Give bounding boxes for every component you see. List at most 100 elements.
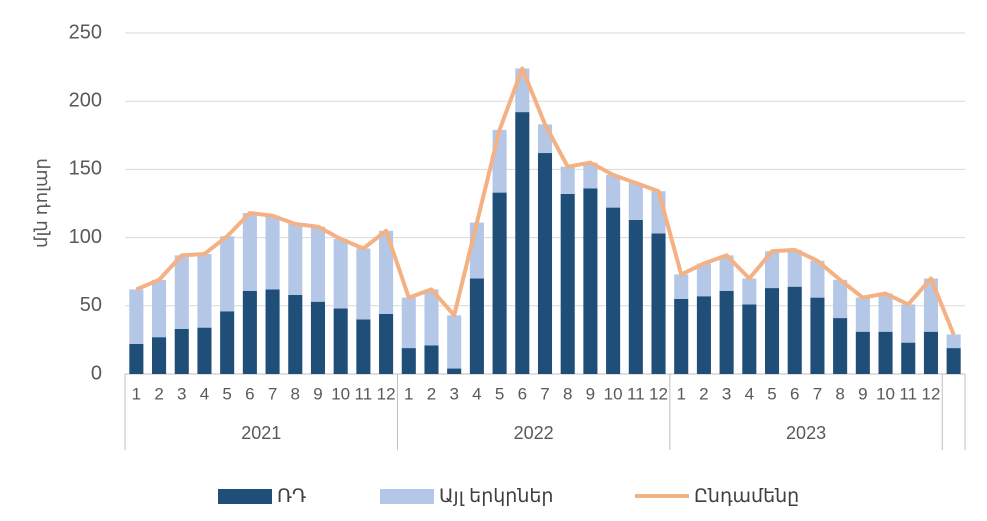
bar — [174, 328, 189, 374]
x-tick-label: 10 — [876, 384, 895, 403]
x-tick-label: 1 — [404, 384, 413, 403]
legend-label: Այլ երկրներ — [439, 486, 553, 507]
bar — [764, 288, 780, 374]
y-tick-label: 0 — [91, 362, 102, 384]
bar — [424, 289, 439, 346]
bar — [288, 223, 303, 295]
group-label: 2023 — [786, 423, 826, 443]
bar — [787, 249, 802, 287]
bar — [628, 219, 643, 374]
bar — [492, 192, 507, 374]
bar — [197, 253, 212, 328]
bar — [401, 348, 416, 374]
x-tick-label: 11 — [899, 384, 917, 403]
bar — [719, 290, 734, 374]
x-tick-label: 6 — [790, 384, 799, 403]
bar — [447, 315, 462, 369]
bar — [560, 166, 575, 194]
y-axis-label: մլն դոլար — [31, 158, 51, 248]
bar — [901, 342, 916, 374]
legend-swatch — [380, 489, 434, 504]
bar — [810, 297, 825, 374]
group-label: 2021 — [241, 423, 281, 443]
x-tick-label: 8 — [563, 384, 572, 403]
x-tick-label: 3 — [177, 384, 186, 403]
group-label: 2022 — [514, 423, 554, 443]
bar — [333, 308, 348, 374]
line — [135, 66, 956, 336]
bar — [674, 274, 689, 299]
bar — [537, 153, 553, 374]
bar — [583, 188, 598, 374]
x-tick-label: 6 — [245, 384, 254, 403]
bar — [742, 278, 757, 305]
y-tick-label: 50 — [80, 294, 102, 316]
bar — [515, 112, 530, 374]
bar — [878, 331, 893, 374]
bar — [719, 255, 734, 291]
y-tick-label: 250 — [69, 21, 102, 43]
legend-label: ՌԴ — [277, 486, 306, 507]
y-tick-label: 100 — [69, 226, 102, 248]
bar — [356, 248, 371, 320]
x-tick-label: 2 — [427, 384, 436, 403]
bar — [288, 294, 303, 374]
bar — [129, 343, 144, 374]
bar — [560, 193, 575, 374]
bar — [674, 298, 689, 374]
bar — [787, 286, 802, 374]
x-tick-label: 9 — [586, 384, 595, 403]
x-tick-label: 8 — [291, 384, 300, 403]
bar — [537, 124, 553, 154]
x-tick-label: 8 — [835, 384, 844, 403]
bar — [492, 129, 507, 193]
bar — [696, 263, 711, 297]
bar — [174, 255, 189, 329]
bar — [265, 215, 280, 290]
x-tick-label: 10 — [331, 384, 350, 403]
bar — [197, 327, 212, 374]
x-tick-label: 2 — [699, 384, 708, 403]
x-tick-label: 9 — [858, 384, 867, 403]
bar — [401, 297, 416, 349]
legend-label: Ընդամենը — [694, 486, 799, 507]
bar — [583, 162, 598, 189]
x-tick-label: 4 — [472, 384, 481, 403]
bar — [878, 293, 893, 332]
bar — [946, 334, 961, 349]
x-tick-label: 4 — [200, 384, 209, 403]
x-tick-label: 2 — [154, 384, 163, 403]
x-tick-label: 5 — [495, 384, 504, 403]
bar — [242, 213, 257, 291]
bar — [310, 301, 326, 374]
x-tick-label: 12 — [377, 384, 396, 403]
x-tick-label: 5 — [767, 384, 776, 403]
x-tick-label: 10 — [604, 384, 623, 403]
bar — [152, 279, 167, 338]
bar — [242, 290, 257, 374]
x-tick-label: 4 — [745, 384, 754, 403]
x-tick-label: 3 — [449, 384, 458, 403]
bar — [606, 174, 621, 208]
x-tick-label: 9 — [313, 384, 322, 403]
x-tick-label: 7 — [268, 384, 277, 403]
legend-swatch — [218, 489, 272, 504]
x-tick-label: 7 — [813, 384, 822, 403]
bar — [901, 304, 916, 343]
bar — [333, 238, 348, 309]
y-tick-label: 150 — [69, 158, 102, 180]
bar — [696, 296, 711, 374]
bar — [424, 345, 439, 374]
x-tick-label: 12 — [921, 384, 940, 403]
x-tick-label: 3 — [722, 384, 731, 403]
bar — [946, 348, 961, 374]
x-tick-label: 12 — [649, 384, 668, 403]
bar — [651, 233, 666, 374]
x-tick-label: 1 — [676, 384, 685, 403]
y-tick-label: 200 — [69, 89, 102, 111]
bar — [855, 297, 870, 332]
bar — [220, 236, 235, 312]
bar — [356, 319, 371, 374]
bar — [379, 230, 394, 314]
